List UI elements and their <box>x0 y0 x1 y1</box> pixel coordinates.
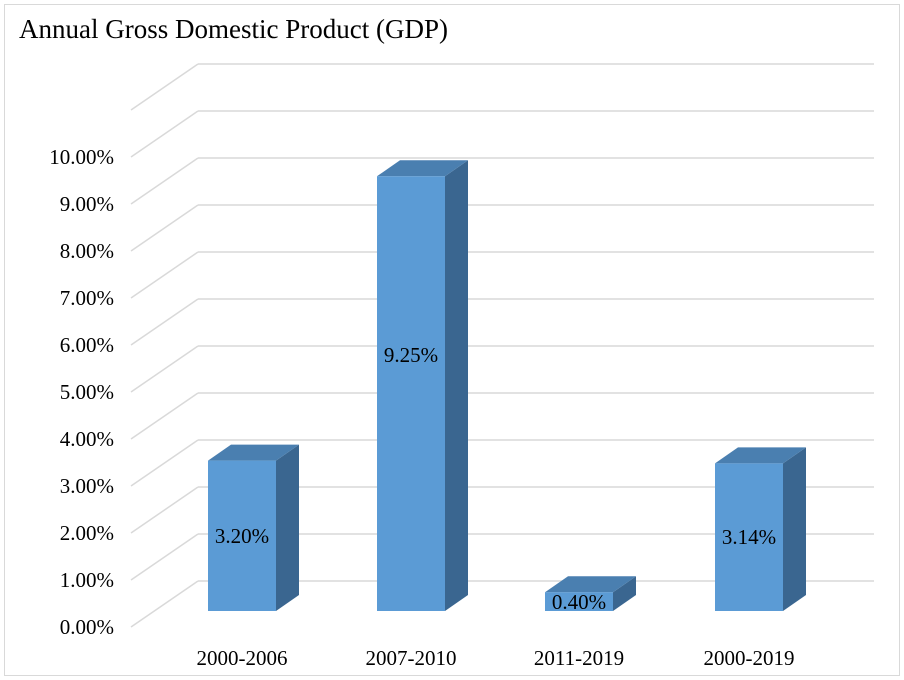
gridline-diagonal <box>130 486 199 534</box>
bar-front-face <box>545 592 613 611</box>
y-tick-label: 9.00% <box>60 192 114 216</box>
data-label: 3.20% <box>215 524 269 548</box>
bars <box>208 160 806 611</box>
x-category-label: 2007-2010 <box>366 646 457 670</box>
bar-front-face <box>208 460 276 611</box>
y-tick-label: 4.00% <box>60 427 114 451</box>
x-category-label: 2000-2019 <box>704 646 795 670</box>
bar <box>545 576 636 611</box>
data-label: 3.14% <box>722 525 776 549</box>
bar-front-face <box>377 176 445 611</box>
y-tick-label: 6.00% <box>60 333 114 357</box>
bar-top-face <box>715 447 806 464</box>
gridline-diagonal <box>130 298 199 346</box>
bar-front-face <box>715 463 783 611</box>
data-labels: 3.20% 9.25% 0.40% 3.14% <box>215 343 776 614</box>
bar-side-face <box>445 160 468 611</box>
gridline-diagonal <box>130 439 199 487</box>
y-tick-label: 1.00% <box>60 568 114 592</box>
chart-title: Annual Gross Domestic Product (GDP) <box>19 14 448 44</box>
bar-side-face <box>613 576 636 611</box>
y-tick-label: 3.00% <box>60 474 114 498</box>
y-axis-tick-labels: 0.00% 1.00% 2.00% 3.00% 4.00% 5.00% 6.00% 7.00%… <box>49 145 114 639</box>
data-label: 9.25% <box>384 343 438 367</box>
gridline-diagonal <box>130 392 199 440</box>
gridline-diagonal <box>130 204 199 252</box>
gridline-diagonal <box>130 345 199 393</box>
gridline-diagonal <box>130 63 199 111</box>
y-tick-label: 2.00% <box>60 521 114 545</box>
gridline-diagonal <box>130 110 199 158</box>
gridline-diagonal <box>130 533 199 581</box>
y-tick-label: 7.00% <box>60 286 114 310</box>
x-category-label: 2000-2006 <box>197 646 288 670</box>
bar-side-face <box>783 447 806 611</box>
gridline-diagonal <box>130 251 199 299</box>
bar-top-face <box>208 444 299 461</box>
x-axis-category-labels: 2000-2006 2007-2010 2011-2019 2000-2019 <box>197 646 795 670</box>
data-label: 0.40% <box>552 590 606 614</box>
y-tick-label: 8.00% <box>60 239 114 263</box>
y-tick-label: 10.00% <box>49 145 114 169</box>
bar-side-face <box>276 444 299 611</box>
x-category-label: 2011-2019 <box>534 646 624 670</box>
bar-top-face <box>545 576 636 593</box>
gridline-diagonal <box>130 580 199 628</box>
bar <box>715 447 806 611</box>
y-tick-label: 0.00% <box>60 615 114 639</box>
bar <box>208 444 299 611</box>
bar-top-face <box>377 160 468 177</box>
bar <box>377 160 468 611</box>
y-tick-label: 5.00% <box>60 380 114 404</box>
gridline-diagonal <box>130 157 199 205</box>
